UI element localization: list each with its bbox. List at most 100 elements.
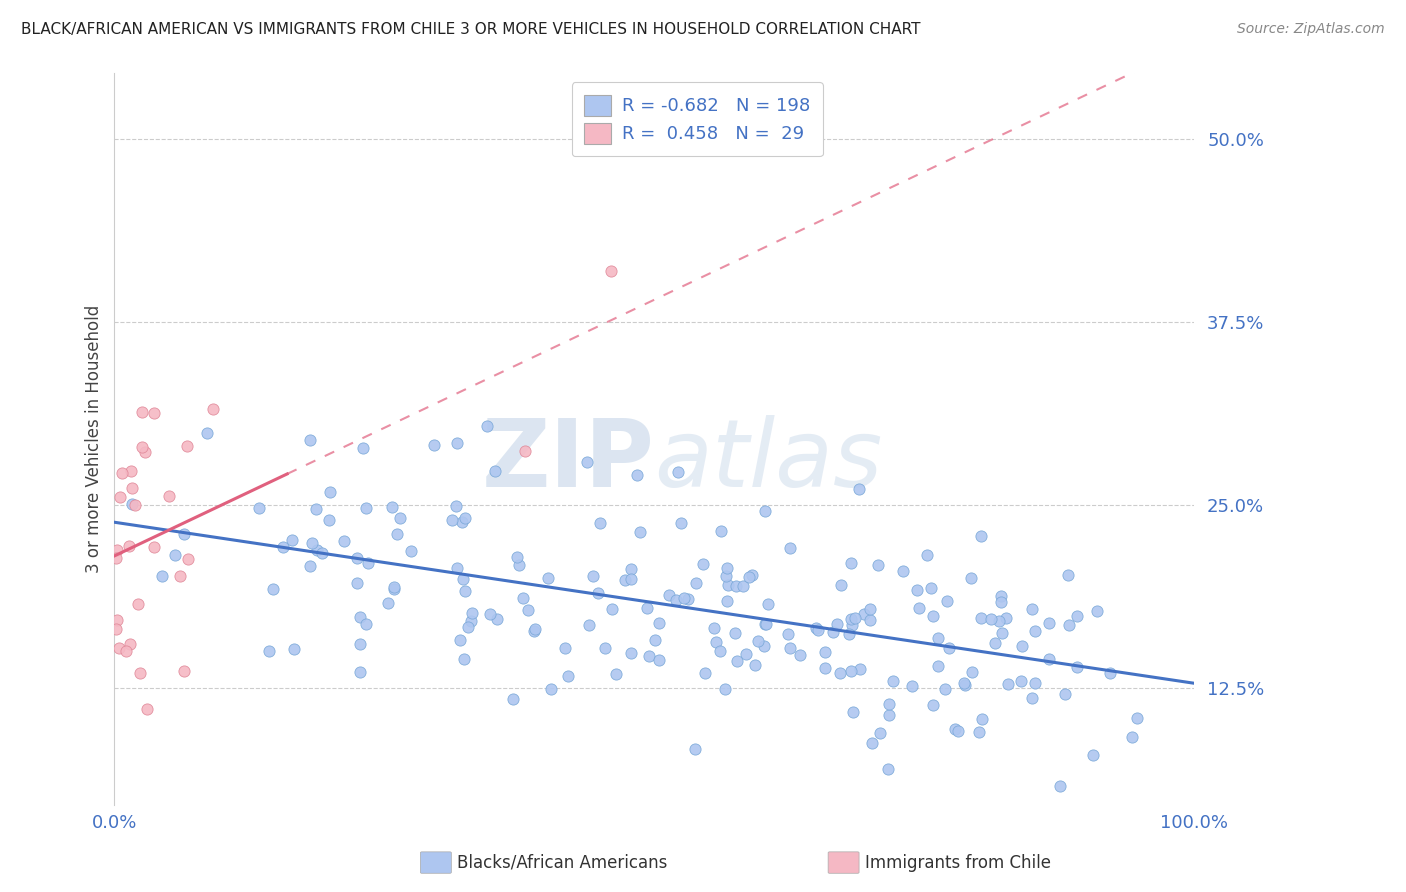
Point xyxy=(703,621,725,635)
Point xyxy=(453,572,475,586)
Point xyxy=(593,641,616,656)
Point xyxy=(523,624,546,639)
Point xyxy=(578,617,600,632)
Point xyxy=(882,673,904,688)
Point xyxy=(620,562,643,576)
Point xyxy=(938,640,960,655)
Point xyxy=(859,601,882,615)
Point xyxy=(523,622,546,636)
Point xyxy=(108,641,131,656)
Point xyxy=(953,678,976,692)
Point xyxy=(744,658,766,673)
Point xyxy=(104,622,127,636)
Point xyxy=(600,601,623,615)
Point xyxy=(318,513,340,527)
Point xyxy=(754,504,776,518)
Point xyxy=(980,612,1002,626)
Point xyxy=(346,575,368,590)
Point xyxy=(1126,711,1149,725)
Point xyxy=(1038,652,1060,666)
Point xyxy=(117,539,139,553)
Point xyxy=(131,440,153,454)
Point xyxy=(620,572,643,586)
Point xyxy=(454,583,477,598)
Point xyxy=(478,607,501,621)
Point xyxy=(754,616,776,631)
Point xyxy=(319,484,342,499)
Point xyxy=(1066,660,1088,674)
Point xyxy=(115,644,138,658)
Point xyxy=(450,515,472,529)
Point xyxy=(733,579,755,593)
Point xyxy=(131,405,153,419)
Point xyxy=(752,640,775,654)
Point xyxy=(1085,604,1108,618)
Point xyxy=(839,664,862,678)
Point xyxy=(271,541,294,555)
Point xyxy=(626,467,648,482)
Point xyxy=(844,611,866,625)
Point xyxy=(399,544,422,558)
Point xyxy=(807,623,830,637)
Point xyxy=(673,591,696,605)
Text: ZIP: ZIP xyxy=(481,415,654,507)
Point xyxy=(143,540,166,554)
Point xyxy=(453,651,475,665)
Point xyxy=(908,600,931,615)
Point xyxy=(849,662,872,676)
Point xyxy=(841,556,863,570)
Point xyxy=(449,632,471,647)
Point xyxy=(710,524,733,538)
Point xyxy=(201,401,224,416)
Point xyxy=(789,648,811,662)
Point xyxy=(354,501,377,516)
Point xyxy=(127,597,149,611)
Point xyxy=(120,464,142,478)
Point xyxy=(195,426,218,441)
Point xyxy=(134,445,156,459)
Point xyxy=(990,589,1012,603)
Point xyxy=(121,481,143,495)
Point xyxy=(444,499,467,513)
Point xyxy=(713,681,735,696)
Point xyxy=(716,561,738,575)
Point xyxy=(484,464,506,478)
Point xyxy=(354,617,377,632)
Point xyxy=(841,618,863,632)
Point xyxy=(692,557,714,571)
Point xyxy=(1021,601,1043,615)
Point xyxy=(142,406,165,420)
Y-axis label: 3 or more Vehicles in Household: 3 or more Vehicles in Household xyxy=(86,305,103,573)
Point xyxy=(969,724,991,739)
Point xyxy=(605,666,627,681)
Point xyxy=(349,609,371,624)
Point xyxy=(589,516,612,530)
Point xyxy=(920,582,942,596)
Point xyxy=(877,762,900,776)
Point xyxy=(869,726,891,740)
Point xyxy=(991,625,1014,640)
Point xyxy=(1121,730,1143,744)
Point xyxy=(614,573,637,587)
Point xyxy=(724,579,747,593)
Point xyxy=(658,588,681,602)
Point xyxy=(683,742,706,756)
Point xyxy=(540,681,562,696)
Point xyxy=(1057,618,1080,632)
Point xyxy=(962,665,984,680)
Point xyxy=(1099,665,1122,680)
Point xyxy=(714,568,737,582)
Point xyxy=(333,534,356,549)
Point xyxy=(945,722,967,736)
Point xyxy=(915,548,938,562)
Point xyxy=(669,516,692,531)
Point xyxy=(936,593,959,607)
Point xyxy=(1038,615,1060,630)
Point xyxy=(1049,780,1071,794)
Point xyxy=(755,616,778,631)
Text: Source: ZipAtlas.com: Source: ZipAtlas.com xyxy=(1237,22,1385,37)
Point xyxy=(779,641,801,656)
Point xyxy=(893,564,915,578)
Point xyxy=(737,570,759,584)
Point xyxy=(984,636,1007,650)
